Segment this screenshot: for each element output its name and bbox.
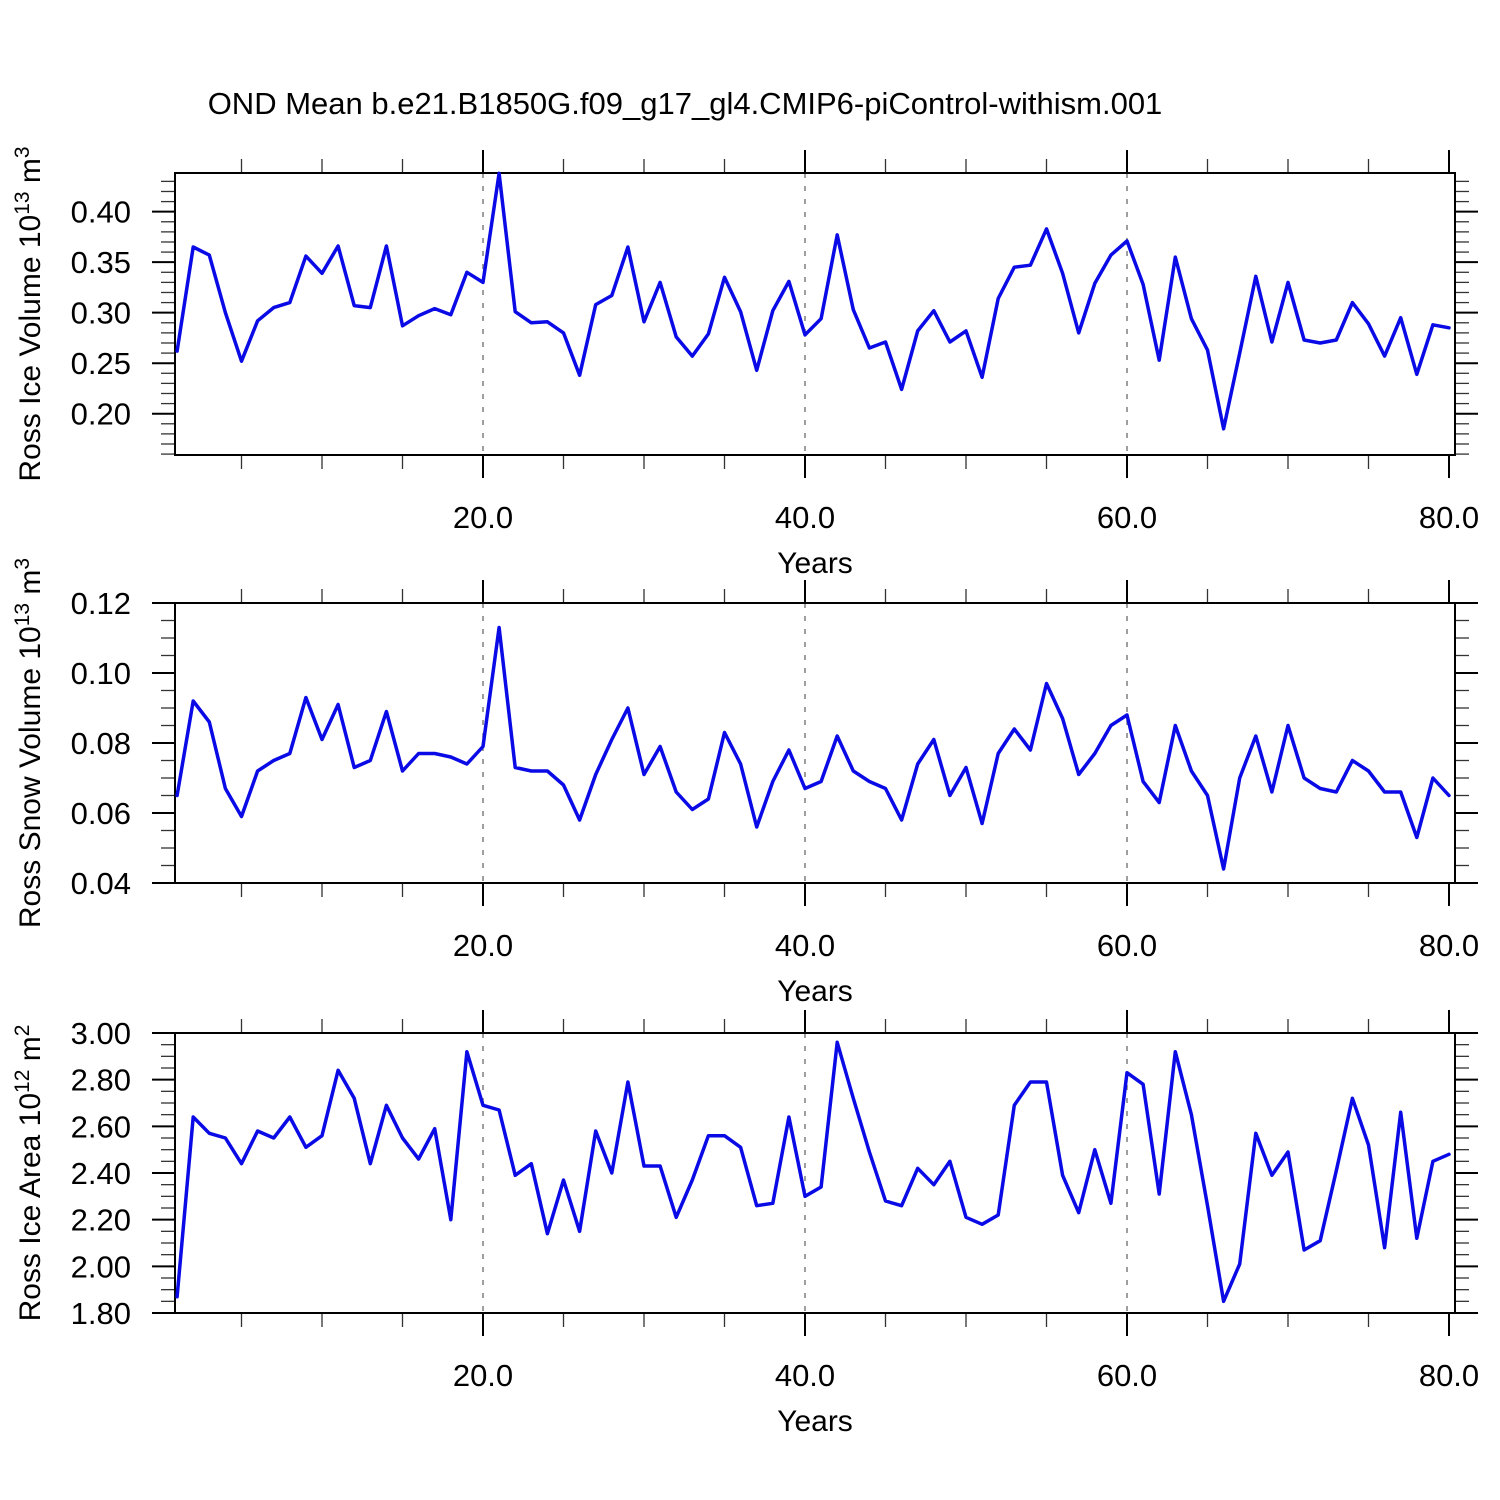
y-tick-label: 3.00 (71, 1016, 131, 1051)
panel-1: 20.0 40.0 60.0 80.0 0.20 0.25 0.30 0.35 0.40 Year… (11, 146, 1479, 580)
panel-3: 20.0 40.0 60.0 80.0 1.80 2.00 2.20 2.40 2.60 2.80… (11, 1010, 1479, 1438)
y-tick-label: 0.10 (71, 656, 131, 691)
y-tick-label: 0.35 (71, 245, 131, 280)
x-tick-label: 60.0 (1097, 500, 1157, 535)
y-axis-title: Ross Snow Volume 1013​ m3​ (11, 558, 47, 928)
y-tick-label: 0.25 (71, 346, 131, 381)
y-tick-label: 2.00 (71, 1249, 131, 1284)
x-tick-label: 80.0 (1419, 928, 1479, 963)
panel-frame (174, 172, 1456, 456)
x-tick-label: 20.0 (453, 928, 513, 963)
y-axis-title: Ross Ice Area 1012​ m2​ (11, 1025, 47, 1322)
x-axis-title: Years (777, 1405, 853, 1438)
series-line (175, 171, 1451, 431)
y-tick-label: 2.80 (71, 1063, 131, 1098)
y-tick-label: 0.40 (71, 195, 131, 230)
x-tick-label: 60.0 (1097, 928, 1157, 963)
series-line (175, 625, 1451, 871)
y-tick-label: 2.20 (71, 1203, 131, 1238)
x-axis-title: Years (777, 547, 853, 580)
x-tick-label: 40.0 (775, 1358, 835, 1393)
x-axis-title: Years (777, 975, 853, 1008)
y-tick-label: 0.08 (71, 726, 131, 761)
y-tick-label: 2.40 (71, 1156, 131, 1191)
y-tick-label: 0.12 (71, 586, 131, 621)
y-axis-title: Ross Ice Volume 1013​ m3​ (11, 146, 47, 481)
x-tick-label: 20.0 (453, 500, 513, 535)
y-tick-label: 0.30 (71, 296, 131, 331)
panel-frame (174, 602, 1456, 884)
y-tick-label: 1.80 (71, 1296, 131, 1331)
x-tick-label: 40.0 (775, 928, 835, 963)
panel-frame (174, 1032, 1456, 1314)
y-tick-label: 2.60 (71, 1109, 131, 1144)
panel-2: 20.0 40.0 60.0 80.0 0.04 0.06 0.08 0.10 0.12 Year… (11, 558, 1479, 1008)
x-tick-label: 60.0 (1097, 1358, 1157, 1393)
y-tick-label: 0.04 (71, 866, 131, 901)
y-tick-label: 0.06 (71, 796, 131, 831)
x-tick-label: 40.0 (775, 500, 835, 535)
x-tick-label: 80.0 (1419, 1358, 1479, 1393)
y-tick-label: 0.20 (71, 397, 131, 432)
x-tick-label: 20.0 (453, 1358, 513, 1393)
series-line (175, 1040, 1451, 1304)
chart-title: OND Mean b.e21.B1850G.f09_g17_gl4.CMIP6-… (207, 86, 1163, 121)
x-tick-label: 80.0 (1419, 500, 1479, 535)
